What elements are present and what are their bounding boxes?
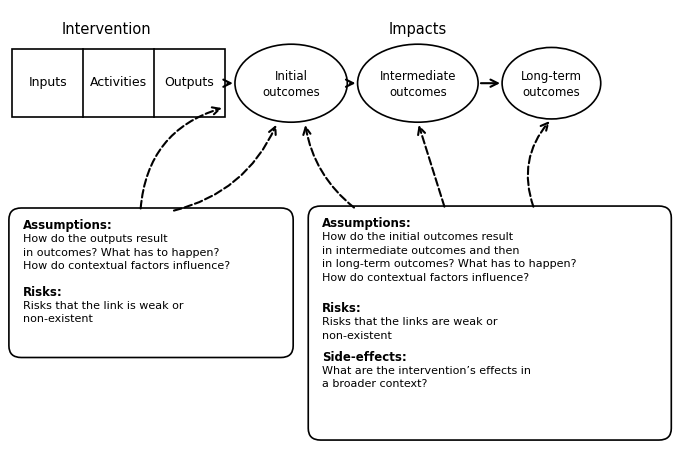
FancyBboxPatch shape (308, 206, 671, 440)
Text: Activities: Activities (90, 76, 147, 89)
Text: What are the intervention’s effects in
a broader context?: What are the intervention’s effects in a… (322, 366, 531, 389)
Text: Initial: Initial (275, 70, 308, 83)
FancyBboxPatch shape (9, 208, 293, 358)
FancyBboxPatch shape (12, 49, 225, 117)
Text: Impacts: Impacts (388, 22, 447, 37)
Ellipse shape (358, 44, 478, 122)
Text: Risks that the links are weak or
non-existent: Risks that the links are weak or non-exi… (322, 317, 497, 341)
Text: Risks:: Risks: (23, 286, 62, 299)
Text: How do the outputs result
in outcomes? What has to happen?
How do contextual fac: How do the outputs result in outcomes? W… (23, 234, 229, 271)
Text: Assumptions:: Assumptions: (23, 219, 112, 232)
Text: Side-effects:: Side-effects: (322, 351, 407, 364)
Ellipse shape (235, 44, 347, 122)
Text: Intervention: Intervention (62, 22, 151, 37)
Ellipse shape (502, 47, 601, 119)
Text: Outputs: Outputs (164, 76, 214, 89)
Text: outcomes: outcomes (523, 86, 580, 99)
Text: Assumptions:: Assumptions: (322, 217, 412, 230)
Text: Long-term: Long-term (521, 70, 582, 83)
Text: Inputs: Inputs (28, 76, 67, 89)
Text: outcomes: outcomes (389, 86, 447, 99)
Text: Intermediate: Intermediate (379, 70, 456, 83)
Text: Risks:: Risks: (322, 302, 362, 315)
Text: outcomes: outcomes (262, 86, 320, 99)
Text: Risks that the link is weak or
non-existent: Risks that the link is weak or non-exist… (23, 301, 183, 324)
Text: How do the initial outcomes result
in intermediate outcomes and then
in long-ter: How do the initial outcomes result in in… (322, 232, 577, 283)
